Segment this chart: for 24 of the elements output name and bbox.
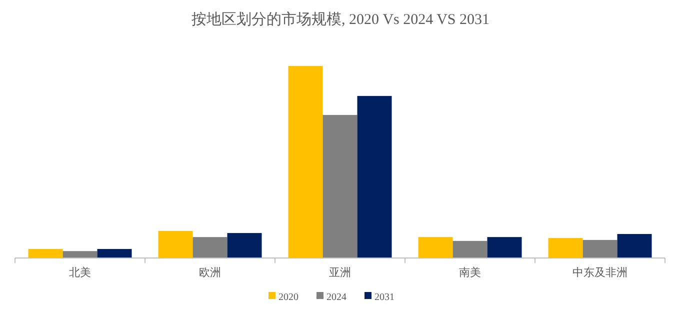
bar xyxy=(28,248,63,258)
legend-label: 2031 xyxy=(374,292,394,303)
bar xyxy=(288,66,323,258)
bar xyxy=(62,251,98,258)
bar xyxy=(227,233,262,258)
x-tick-label: 中东及非洲 xyxy=(572,266,628,279)
legend-label: 2024 xyxy=(326,292,346,303)
bar xyxy=(487,237,522,258)
x-tick-label: 北美 xyxy=(69,266,91,279)
bar xyxy=(548,238,583,258)
chart-title: 按地区划分的市场规模, 2020 Vs 2024 VS 2031 xyxy=(191,11,490,28)
bar xyxy=(192,237,228,258)
bar xyxy=(357,96,392,258)
bar xyxy=(97,248,132,258)
bar xyxy=(582,240,618,258)
bar xyxy=(452,240,488,258)
x-tick-label: 南美 xyxy=(459,266,481,279)
bar xyxy=(418,237,453,258)
legend-label: 2020 xyxy=(278,292,298,303)
bar xyxy=(158,230,193,258)
x-tick-label: 亚洲 xyxy=(329,266,351,279)
x-tick-label: 欧洲 xyxy=(199,266,221,279)
bar xyxy=(322,114,358,258)
bar xyxy=(617,234,652,258)
